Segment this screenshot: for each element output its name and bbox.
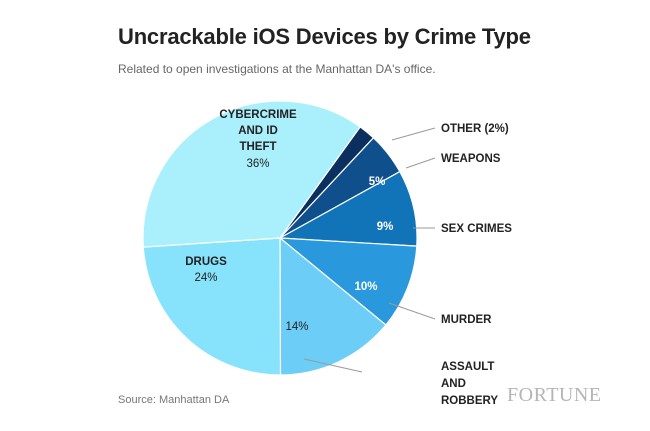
slice-label-cybercrime-and-id-theft: CYBERCRIME AND ID THEFT xyxy=(219,109,297,153)
slice-value-drugs: 24% xyxy=(194,272,217,284)
slice-label-assault-and-robbery: ASSAULT AND ROBBERY xyxy=(441,361,498,407)
slice-label-other: OTHER (2%) xyxy=(441,123,509,135)
slice-value-weapons: 5% xyxy=(369,176,386,188)
slice-label-weapons: WEAPONS xyxy=(441,153,501,165)
source-note: Source: Manhattan DA xyxy=(118,394,230,406)
chart-title: Uncrackable iOS Devices by Crime Type xyxy=(118,24,531,49)
leader-line-weapons xyxy=(405,157,436,169)
pie-slices xyxy=(142,100,418,376)
slice-value-cybercrime-and-id-theft: 36% xyxy=(246,158,269,170)
pie-slice-assault-and-robbery xyxy=(279,236,387,376)
leader-lines xyxy=(303,127,436,373)
pie-slice-drugs xyxy=(142,237,282,376)
leader-line-other xyxy=(391,127,436,141)
leader-line-assault-and-robbery xyxy=(303,358,363,373)
slice-labels: OTHER (2%) WEAPONS 5% SEX CRIMES 9% MURDER 10%… xyxy=(185,109,512,407)
leader-line-murder xyxy=(388,302,436,320)
pie-slice-murder xyxy=(278,237,418,326)
slice-value-assault-and-robbery: 14% xyxy=(285,321,308,333)
slice-label-drugs: DRUGS xyxy=(185,256,227,268)
slice-label-murder: MURDER xyxy=(441,314,492,326)
pie-slice-cybercrime-and-id-theft xyxy=(142,100,361,248)
chart-subtitle: Related to open investigations at the Ma… xyxy=(118,62,436,76)
slice-label-sex-crimes: SEX CRIMES xyxy=(441,223,512,235)
publisher-logo: FORTUNE xyxy=(507,384,602,406)
slice-value-sex-crimes: 9% xyxy=(377,221,394,233)
slice-value-murder: 10% xyxy=(354,281,377,293)
